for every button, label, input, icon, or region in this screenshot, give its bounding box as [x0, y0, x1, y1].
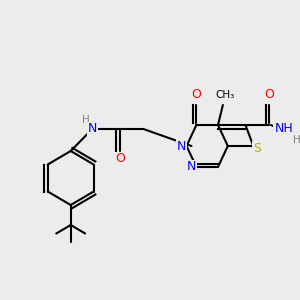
Text: S: S: [253, 142, 261, 154]
Text: N: N: [88, 122, 97, 136]
Text: N: N: [177, 140, 186, 152]
Text: NH: NH: [274, 122, 293, 134]
Text: O: O: [191, 88, 201, 101]
Text: O: O: [115, 152, 125, 166]
Text: H: H: [82, 115, 89, 125]
Text: N: N: [187, 160, 196, 173]
Text: O: O: [264, 88, 274, 101]
Text: CH₃: CH₃: [215, 90, 235, 100]
Text: H: H: [293, 135, 300, 145]
